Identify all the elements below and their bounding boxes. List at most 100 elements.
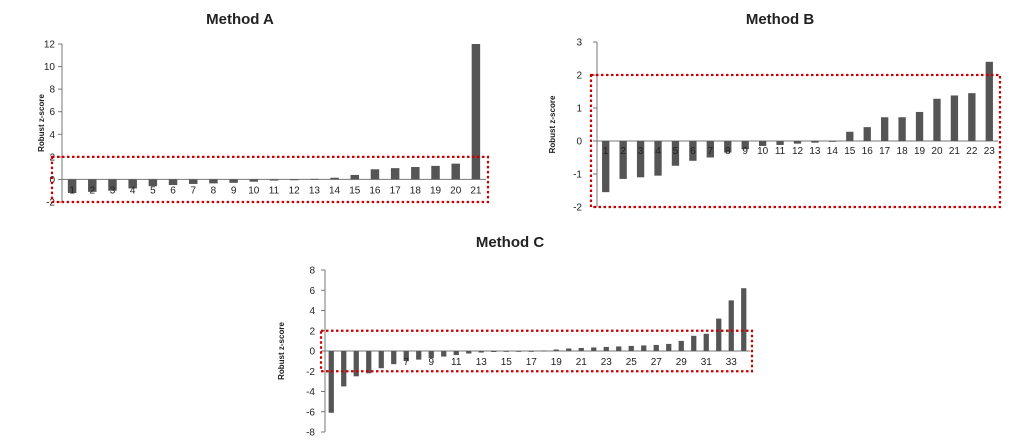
bar	[968, 93, 976, 141]
bar	[67, 179, 77, 193]
x-tick-label: 1	[69, 185, 75, 196]
x-tick-label: 11	[269, 185, 280, 196]
bar	[411, 167, 420, 180]
x-tick-label: 3	[638, 146, 644, 157]
x-tick-label: 7	[190, 185, 196, 196]
x-tick-label: 25	[626, 357, 638, 368]
bar	[616, 346, 622, 351]
chart-method-c-svg: Method C Robust z-score -8 -6 -4 -2 0 2 4 6 8 7 9 11 1…	[277, 234, 754, 439]
chart-method-a-svg: Method A Robust z-score -2 0 2 4 6 8 10 12 1 2 3 4 5 6 7…	[37, 11, 490, 209]
y-tick-label: -2	[306, 367, 315, 378]
bar	[898, 117, 906, 141]
bar	[741, 141, 749, 150]
bar	[671, 141, 680, 166]
bar	[491, 351, 497, 353]
x-tick-label: 18	[897, 146, 909, 157]
bar	[636, 141, 645, 178]
bar	[591, 347, 597, 351]
x-tick-label: 8	[725, 146, 731, 157]
y-axis-label: Robust z-score	[548, 95, 557, 153]
bar	[441, 351, 447, 357]
x-tick-label: 12	[792, 146, 804, 157]
x-tick-label: 2	[90, 185, 96, 196]
bar	[188, 179, 198, 184]
x-tick-label: 9	[231, 185, 237, 196]
bar	[628, 345, 634, 351]
bar	[776, 141, 784, 145]
x-tick-label: 18	[410, 185, 422, 196]
x-tick-label: 14	[329, 185, 341, 196]
bar	[691, 335, 697, 351]
bar	[881, 117, 889, 141]
bar	[706, 141, 714, 158]
x-tick-label: 19	[914, 146, 926, 157]
bar	[431, 165, 440, 180]
x-tick-label: 15	[844, 146, 856, 157]
bar	[229, 179, 238, 183]
bar	[249, 179, 259, 182]
y-tick-label: 10	[44, 62, 56, 73]
x-tick-label: 22	[966, 146, 978, 157]
bar	[478, 351, 484, 353]
x-tick-label: 13	[309, 185, 321, 196]
x-tick-label: 3	[110, 185, 116, 196]
x-tick-label: 21	[576, 357, 588, 368]
x-tick-label: 13	[476, 357, 488, 368]
bar	[689, 141, 697, 161]
bar	[128, 179, 137, 189]
bar	[403, 351, 409, 362]
bar	[678, 340, 684, 351]
y-tick-label: 6	[309, 286, 315, 297]
bar	[619, 141, 627, 179]
y-axis-label: Robust z-score	[37, 94, 46, 152]
x-tick-label: 13	[809, 146, 821, 157]
x-tick-label: 31	[701, 357, 713, 368]
x-tick-label: 1	[603, 146, 609, 157]
bar	[391, 351, 397, 365]
x-tick-label: 12	[289, 185, 301, 196]
x-tick-label: 17	[390, 185, 402, 196]
y-tick-label: 0	[576, 137, 582, 148]
chart-method-c: Method C Robust z-score -8 -6 -4 -2 0 2 4 6 8 7 9 11 1…	[250, 228, 770, 439]
x-tick-label: 6	[170, 185, 176, 196]
bar	[451, 163, 460, 180]
x-tick-label: 9	[742, 146, 748, 157]
y-tick-label: 0	[49, 175, 55, 186]
x-tick-label: 5	[673, 146, 679, 157]
y-tick-label: 12	[44, 40, 56, 51]
bar	[370, 169, 380, 180]
bar	[728, 300, 734, 351]
bar	[541, 350, 547, 352]
y-tick-label: 6	[49, 107, 55, 118]
x-tick-label: 8	[211, 185, 217, 196]
highlight-band	[589, 73, 1002, 209]
x-tick-label: 16	[369, 185, 381, 196]
bar	[716, 318, 722, 351]
bar	[341, 351, 347, 387]
x-tick-label: 21	[949, 146, 961, 157]
x-tick-label: 5	[150, 185, 156, 196]
x-tick-label: 20	[450, 185, 462, 196]
y-tick-label: -2	[46, 198, 55, 209]
x-tick-label: 20	[931, 146, 943, 157]
x-tick-label: 23	[984, 146, 996, 157]
x-tick-label: 17	[526, 357, 538, 368]
y-tick-label: 4	[309, 306, 315, 317]
x-tick-label: 14	[827, 146, 839, 157]
bar	[846, 131, 854, 141]
bar	[148, 179, 158, 187]
y-tick-label: -8	[306, 428, 315, 438]
bar	[108, 179, 117, 191]
bar	[793, 141, 802, 144]
bar	[350, 174, 360, 180]
bar	[168, 179, 178, 186]
x-tick-label: 11	[451, 357, 462, 368]
y-tick-label: 8	[49, 85, 55, 96]
bar	[353, 351, 359, 377]
x-tick-label: 23	[601, 357, 613, 368]
y-axis-label: Robust z-score	[277, 322, 286, 380]
bar	[603, 346, 609, 351]
bar	[703, 333, 709, 351]
bar	[915, 111, 924, 141]
